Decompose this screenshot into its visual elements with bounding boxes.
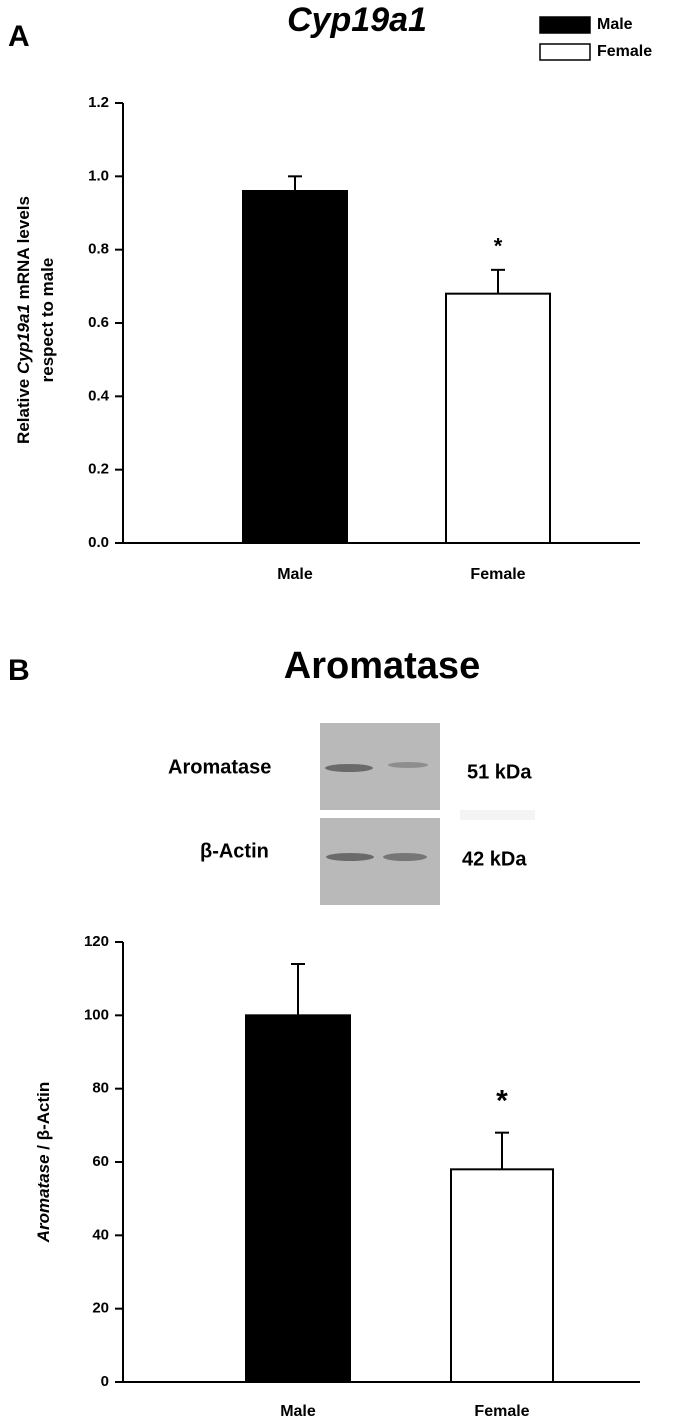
annotation: *: [494, 234, 503, 259]
y-axis-label-line: Aromatase / β-Actin: [34, 1082, 53, 1244]
legend-swatch: [539, 43, 591, 61]
y-tick-label: 0: [101, 1373, 109, 1390]
y-tick-label: 100: [84, 1006, 109, 1023]
panel-label: B: [8, 654, 30, 687]
y-tick-label: 0.8: [88, 241, 109, 258]
bar: [450, 1168, 554, 1384]
chart-title: Cyp19a1: [287, 1, 427, 39]
x-tick-label: Female: [470, 566, 525, 583]
band: [383, 853, 427, 861]
band: [325, 764, 373, 772]
blot-actin: [320, 818, 440, 905]
annotation: *: [496, 1085, 508, 1118]
panel-label: A: [8, 20, 30, 53]
blot-size-label: 51 kDa: [467, 761, 532, 783]
blot-protein-label: β-Actin: [200, 840, 269, 862]
y-tick-label: 40: [92, 1226, 109, 1243]
legend-swatch: [539, 16, 591, 34]
chart-title: Aromatase: [284, 645, 480, 687]
y-tick-label: 0.6: [88, 314, 109, 331]
x-tick-label: Female: [474, 1403, 529, 1420]
y-tick-label: 60: [92, 1153, 109, 1170]
y-tick-label: 20: [92, 1300, 109, 1317]
blot-smudge: [460, 810, 535, 820]
band: [326, 853, 374, 861]
y-axis-label-line: respect to male: [38, 258, 57, 383]
x-tick-label: Male: [280, 1403, 316, 1420]
bar: [445, 292, 551, 544]
y-tick-label: 0.0: [88, 534, 109, 551]
band: [388, 762, 428, 768]
bar: [245, 1014, 351, 1383]
blot-size-label: 42 kDa: [462, 848, 527, 870]
y-tick-label: 120: [84, 933, 109, 950]
y-tick-label: 0.4: [88, 387, 110, 404]
x-tick-label: Male: [277, 566, 313, 583]
bar: [242, 190, 348, 544]
y-tick-label: 0.2: [88, 461, 109, 478]
blot-protein-label: Aromatase: [168, 756, 271, 778]
legend-label: Female: [597, 43, 652, 60]
y-tick-label: 1.0: [88, 167, 109, 184]
y-axis-label: Relative Cyp19a1 mRNA levels respect to m…: [14, 196, 57, 444]
legend-label: Male: [597, 16, 633, 33]
y-axis-label: Aromatase / β-Actin: [34, 1082, 53, 1244]
y-tick-label: 1.2: [88, 94, 109, 111]
y-axis-label-line: Relative Cyp19a1 mRNA levels: [14, 196, 33, 444]
y-tick-label: 80: [92, 1080, 109, 1097]
